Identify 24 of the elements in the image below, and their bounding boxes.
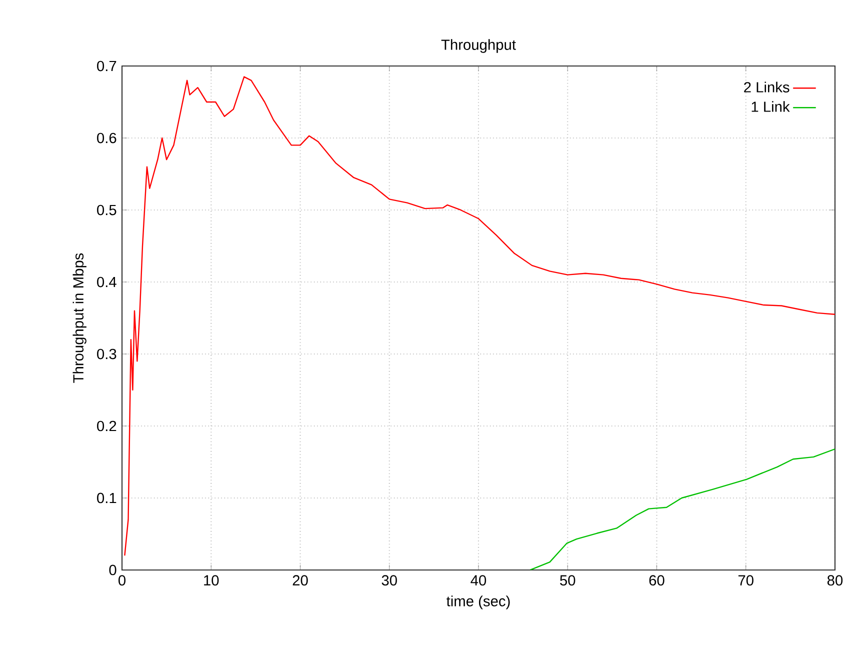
line-series xyxy=(530,448,835,570)
x-tick-label: 10 xyxy=(204,575,219,586)
x-tick-label: 20 xyxy=(292,575,308,586)
chart-title: Throughput xyxy=(441,39,516,53)
y-tick-label: 0.1 xyxy=(97,492,116,504)
x-axis-title: time (sec) xyxy=(446,596,510,610)
x-tick-label: 80 xyxy=(827,575,843,586)
y-tick-label: 0.3 xyxy=(97,348,116,360)
x-tick-label: 40 xyxy=(470,575,486,586)
x-tick-label: 50 xyxy=(560,575,576,586)
legend-label: 2 Links xyxy=(744,82,790,92)
x-tick-label: 70 xyxy=(738,575,754,586)
y-tick-label: 0.7 xyxy=(97,60,116,72)
y-tick-label: 0.5 xyxy=(97,204,116,216)
y-axis-title: Throughput in Mbps xyxy=(72,253,86,383)
x-tick-label: 30 xyxy=(382,575,397,586)
y-tick-label: 0.6 xyxy=(97,132,116,144)
legend-label: 1 Link xyxy=(752,101,790,112)
y-tick-label: 0.2 xyxy=(97,420,116,432)
y-tick-label: 0 xyxy=(109,564,116,576)
x-tick-label: 60 xyxy=(649,575,664,586)
x-tick-label: 0 xyxy=(118,575,126,586)
y-tick-label: 0.4 xyxy=(97,276,116,288)
line-series xyxy=(124,76,835,556)
